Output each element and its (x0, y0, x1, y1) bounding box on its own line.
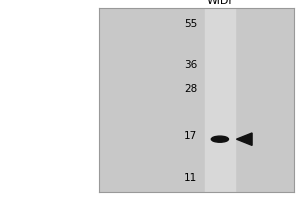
Text: 55: 55 (184, 19, 197, 29)
Text: 17: 17 (184, 131, 197, 141)
Text: 11: 11 (184, 173, 197, 183)
Text: WiDr: WiDr (206, 0, 233, 6)
Bar (205, 8, 235, 192)
Text: 28: 28 (184, 84, 197, 94)
Polygon shape (236, 133, 252, 145)
Text: 36: 36 (184, 60, 197, 70)
Ellipse shape (211, 136, 229, 142)
